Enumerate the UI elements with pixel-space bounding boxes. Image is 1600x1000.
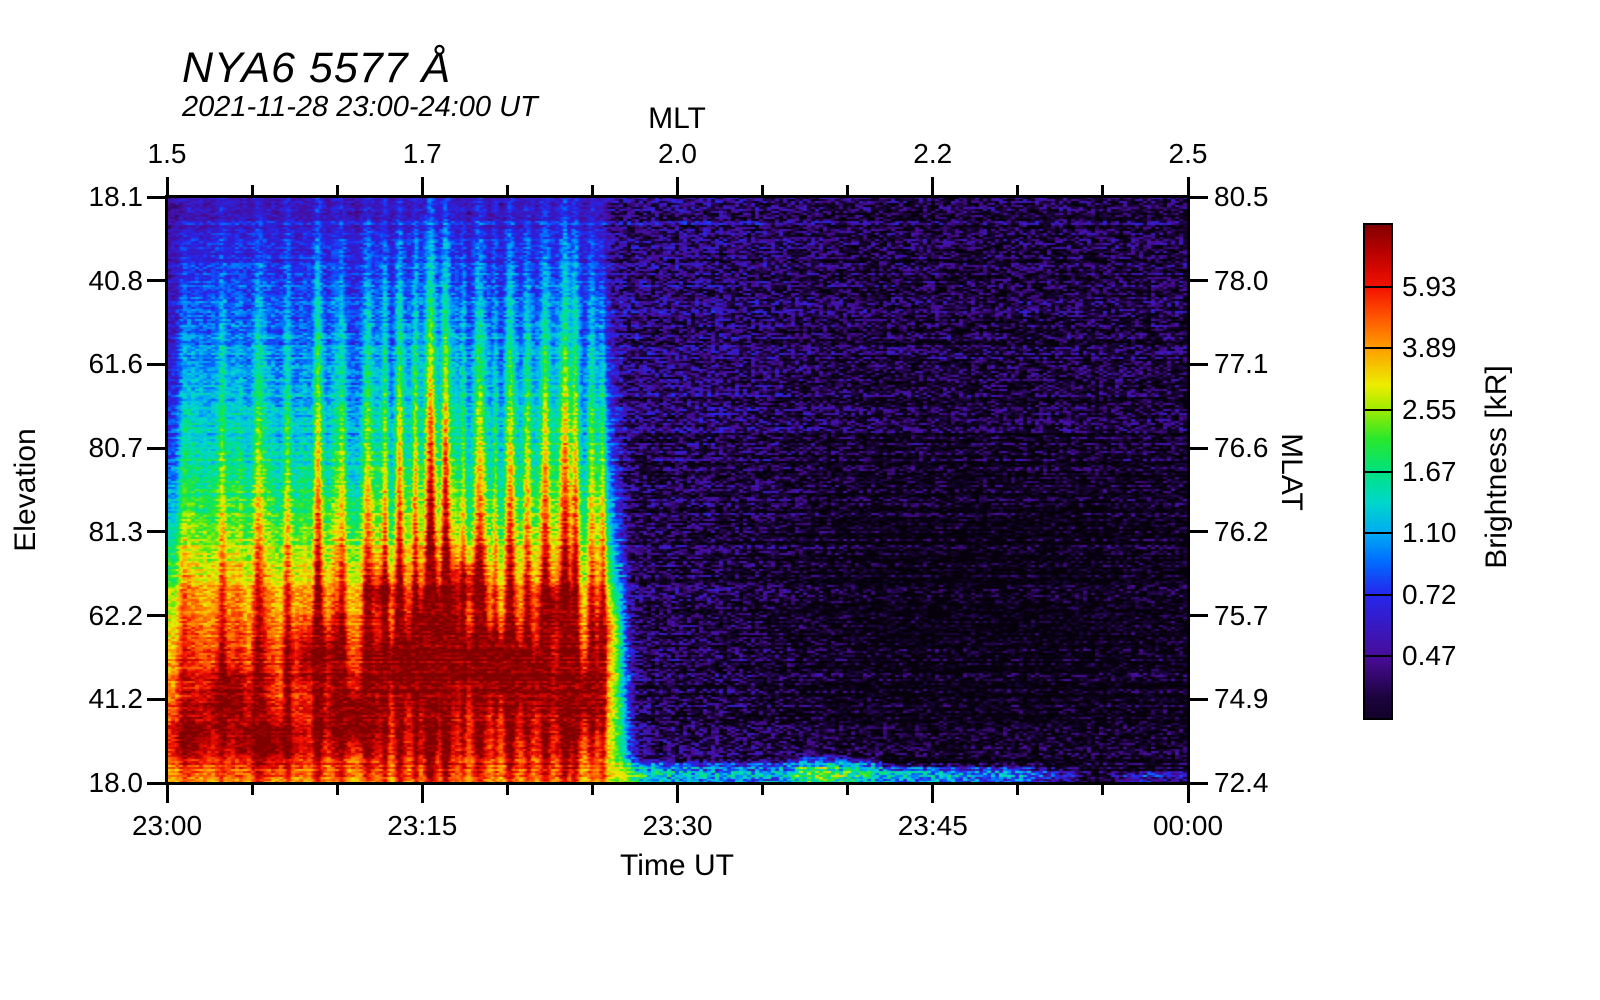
top-minor-tick <box>846 185 850 197</box>
bottom-minor-tick <box>1101 783 1105 795</box>
right-tick <box>1188 362 1208 366</box>
top-major-tick <box>1186 177 1190 197</box>
top-tick-label: 2.2 <box>913 138 953 169</box>
top-tick-label: 1.5 <box>147 138 187 169</box>
right-tick <box>1188 781 1208 785</box>
plot-subtitle: 2021-11-28 23:00-24:00 UT <box>182 91 538 123</box>
top-tick-label: 2.5 <box>1168 138 1208 169</box>
left-tick <box>147 697 167 701</box>
top-major-tick <box>931 177 935 197</box>
right-tick-label: 78.0 <box>1214 264 1269 296</box>
right-tick <box>1188 614 1208 618</box>
colorbar-tick-label: 0.72 <box>1402 578 1457 610</box>
bottom-tick-label: 23:15 <box>387 810 458 841</box>
left-tick-label: 18.1 <box>88 181 144 212</box>
bottom-minor-tick <box>846 783 850 795</box>
colorbar-divider <box>1365 532 1391 535</box>
bottom-minor-tick <box>590 783 594 795</box>
colorbar-tick-label: 2.55 <box>1402 393 1457 425</box>
top-minor-tick <box>761 185 765 197</box>
top-minor-tick <box>1016 185 1020 197</box>
bottom-major-tick <box>165 783 169 803</box>
colorbar-divider <box>1365 408 1391 411</box>
left-tick <box>147 195 167 199</box>
top-major-tick <box>420 177 424 197</box>
top-minor-tick <box>1101 185 1105 197</box>
bottom-tick-label: 00:00 <box>1152 810 1224 841</box>
colorbar-tick-label: 0.47 <box>1402 640 1457 672</box>
right-tick-label: 77.1 <box>1214 348 1269 380</box>
top-minor-tick <box>505 185 509 197</box>
bottom-tick-label: 23:30 <box>642 810 713 841</box>
top-minor-tick <box>250 185 254 197</box>
bottom-major-tick <box>676 783 679 803</box>
colorbar-divider <box>1365 285 1391 288</box>
right-tick-label: 75.7 <box>1214 599 1269 631</box>
bottom-tick-label: 23:45 <box>897 810 968 841</box>
bottom-major-tick <box>931 783 935 803</box>
bottom-axis-title: Time UT <box>620 849 734 882</box>
left-tick <box>147 279 167 283</box>
left-tick-label: 41.2 <box>88 683 144 715</box>
top-axis-title: MLT <box>648 102 706 135</box>
colorbar-divider <box>1365 655 1391 658</box>
left-tick <box>147 530 167 534</box>
left-tick-label: 81.3 <box>88 515 144 547</box>
colorbar-tick-label: 3.89 <box>1402 332 1457 364</box>
colorbar-divider <box>1365 347 1391 350</box>
bottom-minor-tick <box>505 783 509 795</box>
bottom-minor-tick <box>761 783 765 795</box>
top-minor-tick <box>590 185 594 197</box>
left-tick <box>147 446 167 450</box>
right-tick-label: 76.2 <box>1214 515 1269 547</box>
colorbar-tick-label: 1.10 <box>1402 517 1457 549</box>
top-tick-label: 1.7 <box>402 138 442 169</box>
bottom-minor-tick <box>1016 783 1020 795</box>
right-tick <box>1188 279 1208 283</box>
bottom-minor-tick <box>250 783 254 795</box>
left-tick <box>147 781 167 785</box>
right-tick-label: 72.4 <box>1214 767 1269 798</box>
heatmap-canvas <box>167 197 1188 783</box>
top-tick-label: 2.0 <box>658 138 697 169</box>
left-tick-label: 61.6 <box>88 348 144 380</box>
bottom-minor-tick <box>335 783 339 795</box>
top-major-tick <box>676 177 679 197</box>
bottom-major-tick <box>1186 783 1190 803</box>
left-tick-label: 80.7 <box>88 432 144 464</box>
plot-title: NYA6 5577 Å <box>182 44 452 92</box>
right-tick <box>1188 530 1208 534</box>
top-major-tick <box>165 177 169 197</box>
left-tick-label: 62.2 <box>88 599 144 631</box>
top-minor-tick <box>335 185 339 197</box>
bottom-major-tick <box>420 783 424 803</box>
right-tick-label: 80.5 <box>1214 181 1269 212</box>
right-tick <box>1188 697 1208 701</box>
right-tick <box>1188 446 1208 450</box>
colorbar-tick-label: 1.67 <box>1402 455 1457 487</box>
left-tick-label: 18.0 <box>88 767 144 798</box>
right-tick-label: 76.6 <box>1214 432 1269 464</box>
left-tick <box>147 614 167 618</box>
right-tick <box>1188 195 1208 199</box>
bottom-tick-label: 23:00 <box>131 810 203 841</box>
colorbar-tick-label: 5.93 <box>1402 270 1457 302</box>
colorbar-divider <box>1365 470 1391 473</box>
right-tick-label: 74.9 <box>1214 683 1269 715</box>
colorbar-divider <box>1365 593 1391 596</box>
left-tick <box>147 362 167 366</box>
left-tick-label: 40.8 <box>88 264 144 296</box>
